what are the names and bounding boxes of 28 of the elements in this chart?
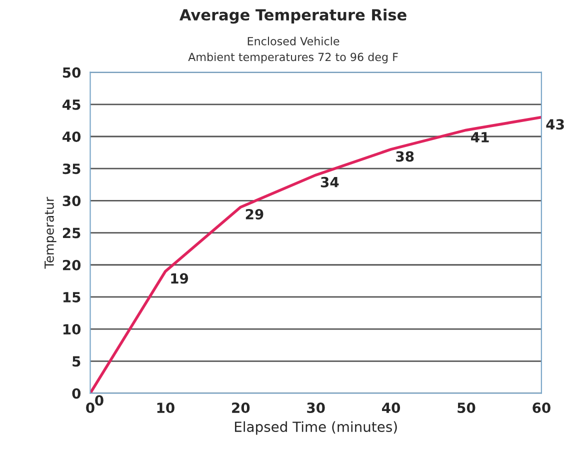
y-axis-title: Temperatur [44,196,56,269]
data-label: 19 [171,273,188,284]
chart-title: Average Temperature Rise [179,8,406,24]
y-tick-label: 10 [63,324,81,335]
x-axis-title: Elapsed Time (minutes) [234,421,397,435]
data-label: 0 [95,395,104,406]
x-tick-label: 10 [157,402,174,414]
chart-subtitle: Enclosed Vehicle Ambient temperatures 72 to 96 deg F [188,36,398,64]
x-tick-label: 30 [307,402,325,414]
x-tick-label: 50 [458,402,476,414]
data-label: 43 [546,119,564,130]
y-tick-label: 45 [62,100,80,110]
data-label: 34 [320,176,339,188]
y-tick-label: 20 [62,260,81,270]
y-tick-label: 30 [62,196,81,206]
y-tick-label: 15 [63,292,80,302]
data-label: 38 [396,151,414,162]
x-tick-label: 60 [532,402,550,414]
x-tick-label: 20 [232,402,250,414]
x-tick-label: 40 [382,402,400,414]
x-tick-label: 0 [86,402,94,414]
y-tick-label: 35 [62,164,80,174]
y-tick-label: 5 [72,356,80,367]
y-tick-label: 40 [62,131,81,142]
y-tick-label: 25 [62,228,80,238]
y-tick-label: 50 [62,67,81,78]
y-tick-label: 0 [72,388,81,399]
data-label: 29 [246,208,264,220]
